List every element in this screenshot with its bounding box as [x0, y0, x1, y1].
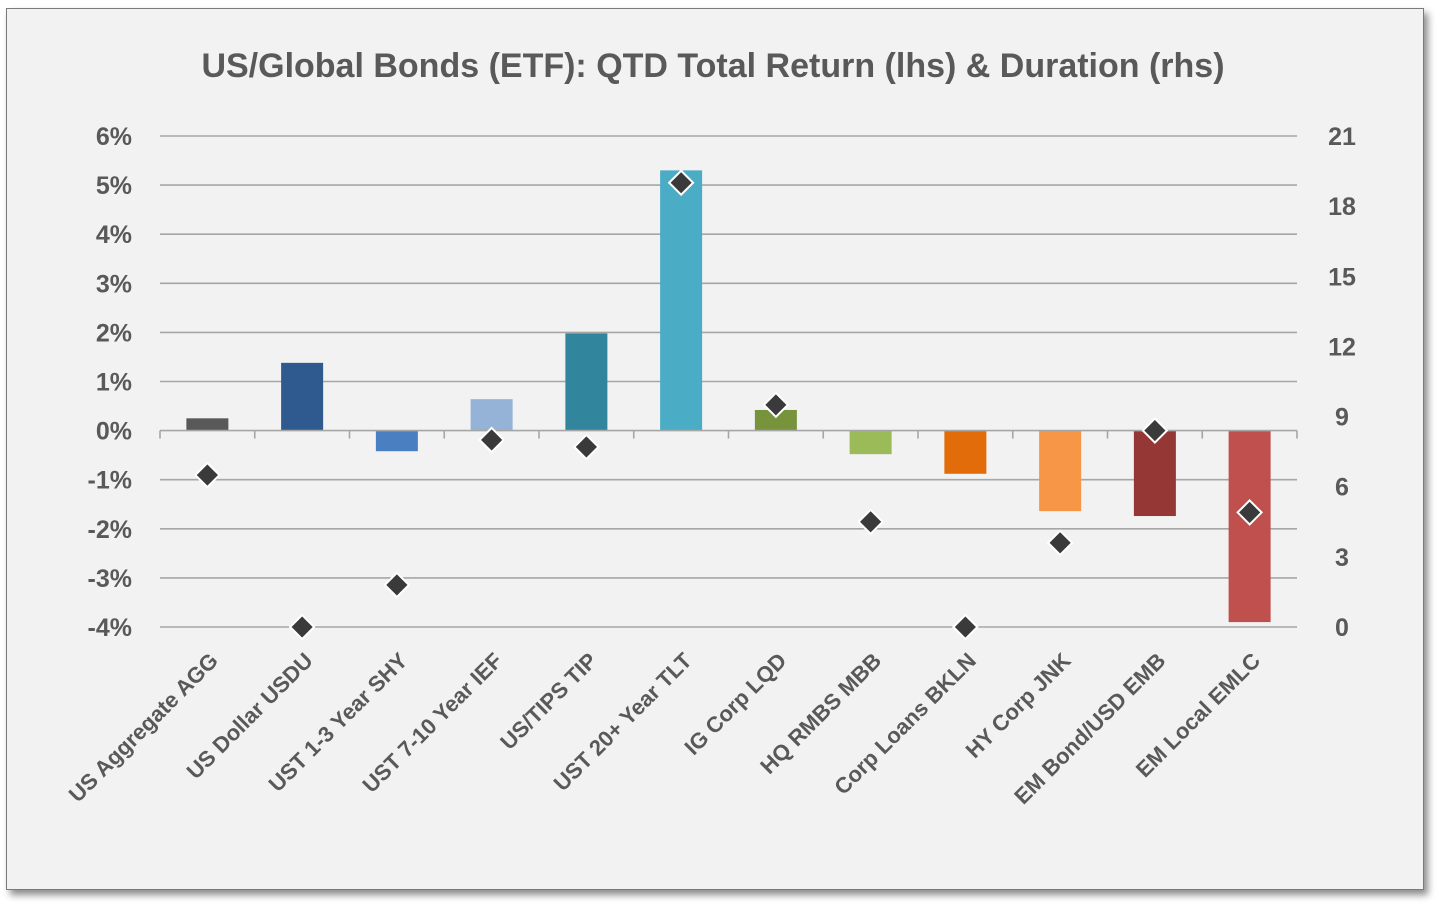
left-tick-label: 6% — [96, 123, 132, 151]
left-tick-label: 5% — [96, 172, 132, 200]
right-tick-label: 0 — [1335, 614, 1349, 642]
right-tick-label: 21 — [1328, 123, 1356, 151]
chart-title: US/Global Bonds (ETF): QTD Total Return … — [201, 47, 1224, 85]
right-tick-label: 12 — [1328, 333, 1356, 361]
duration-marker — [1236, 499, 1264, 526]
left-tick-label: 3% — [96, 270, 132, 298]
bar — [470, 399, 513, 431]
duration-marker — [762, 391, 790, 419]
left-tick-label: 1% — [96, 369, 132, 397]
left-tick-label: -3% — [88, 565, 132, 593]
right-axis: 21 18 15 12 9 6 3 0 — [1328, 123, 1356, 642]
bar — [849, 430, 892, 455]
right-tick-label: 6 — [1335, 474, 1349, 502]
bar — [1039, 430, 1082, 512]
chart-frame — [6, 8, 1424, 890]
duration-marker — [478, 426, 506, 454]
bar — [375, 430, 418, 452]
right-tick-label: 18 — [1328, 193, 1356, 221]
left-tick-label: -4% — [88, 614, 132, 642]
bar — [944, 430, 987, 474]
duration-marker — [288, 613, 316, 641]
gridlines — [160, 135, 1297, 628]
left-tick-label: 4% — [96, 221, 132, 249]
left-tick-label: 2% — [96, 319, 132, 347]
duration-marker — [383, 571, 411, 599]
duration-marker — [572, 433, 600, 461]
right-tick-label: 15 — [1328, 263, 1356, 291]
duration-marker — [857, 508, 885, 536]
duration-marker — [193, 461, 221, 489]
category-label: US/TIPS TIP — [495, 648, 602, 755]
bar — [660, 170, 703, 431]
bar — [1133, 430, 1176, 517]
duration-markers — [193, 169, 1264, 641]
duration-marker — [951, 613, 979, 641]
duration-marker — [1141, 417, 1169, 445]
bar — [565, 333, 608, 431]
x-axis — [159, 429, 1298, 439]
bar — [754, 409, 797, 431]
left-axis: 6% 5% 4% 3% 2% 1% 0% -1% -2% -3% -4% — [88, 123, 132, 642]
bar — [281, 362, 324, 431]
left-tick-label: -1% — [88, 467, 132, 495]
right-tick-label: 3 — [1335, 544, 1349, 572]
left-tick-label: 0% — [96, 418, 132, 446]
bars — [186, 170, 1271, 623]
right-tick-label: 9 — [1335, 404, 1349, 432]
duration-marker — [667, 169, 695, 197]
bar — [1228, 430, 1271, 623]
duration-marker — [1046, 529, 1074, 557]
left-tick-label: -2% — [88, 516, 132, 544]
bar — [186, 418, 229, 431]
